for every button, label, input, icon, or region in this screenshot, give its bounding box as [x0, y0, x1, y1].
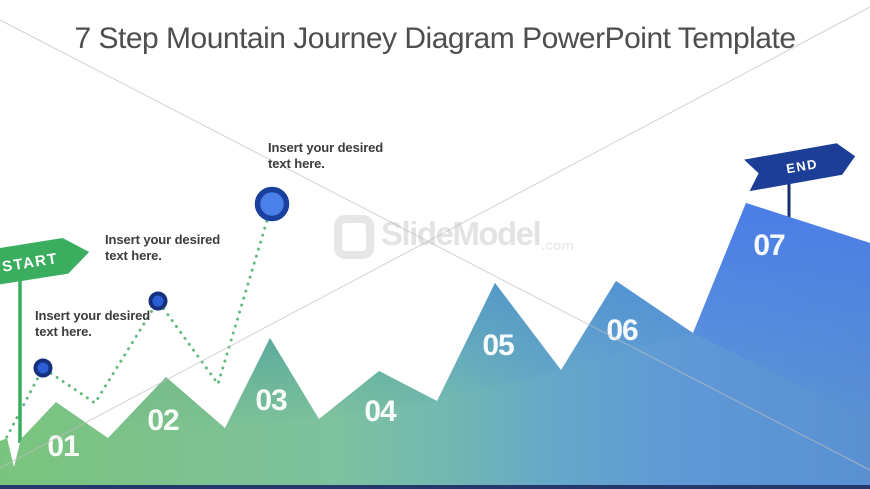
- step-number-05: 05: [482, 329, 514, 362]
- bottom-accent-bar: [0, 485, 870, 489]
- step-number-04: 04: [364, 395, 397, 428]
- annotation-step-1: Insert your desired text here.: [35, 308, 150, 340]
- end-flag-banner: [744, 143, 856, 192]
- mountain-peak-overlay-05: [437, 283, 561, 401]
- step-number-02: 02: [147, 404, 179, 437]
- mountain-peak-overlay-04: [319, 371, 437, 419]
- step-number-01: 01: [47, 430, 79, 463]
- watermark-brand-text: SlideModel: [381, 215, 542, 252]
- mountain-peak-overlay-02: [108, 377, 225, 438]
- diagonal-watermark-line-2: [0, 6, 870, 469]
- annotation-step-2: Insert your desired text here.: [105, 232, 220, 264]
- end-flag-label: END: [785, 156, 819, 176]
- annotation-line: text here.: [105, 248, 162, 263]
- journey-marker-2[interactable]: [148, 291, 168, 311]
- watermark-suffix-text: .com: [541, 237, 574, 253]
- start-flag[interactable]: START: [0, 234, 92, 287]
- start-flag-banner: [0, 238, 90, 287]
- mountain-range-silhouette: [0, 203, 870, 489]
- mountain-peak-overlay-06: [561, 281, 693, 370]
- slidemodel-logo-icon: [334, 215, 374, 259]
- annotation-line: Insert your desired: [35, 308, 151, 323]
- annotation-step-3: Insert your desired text here.: [268, 140, 383, 172]
- mountain-peak-overlay-03: [225, 338, 319, 428]
- end-flag[interactable]: END: [744, 141, 858, 192]
- step-number-07: 07: [753, 229, 785, 262]
- slidemodel-watermark: SlideModel .com: [334, 211, 574, 259]
- diagonal-watermark-line-1: [0, 19, 870, 471]
- annotation-line: Insert your desired: [105, 232, 221, 247]
- step-number-03: 03: [255, 384, 287, 417]
- journey-marker-3[interactable]: [254, 186, 290, 222]
- mountain-peak-overlay-07: [693, 203, 870, 420]
- slide-title: 7 Step Mountain Journey Diagram PowerPoi…: [74, 22, 796, 55]
- annotation-line: text here.: [268, 156, 325, 171]
- annotation-line: Insert your desired: [268, 140, 384, 155]
- journey-marker-1[interactable]: [33, 358, 53, 378]
- annotation-line: text here.: [35, 324, 92, 339]
- journey-dotted-path: [0, 202, 274, 452]
